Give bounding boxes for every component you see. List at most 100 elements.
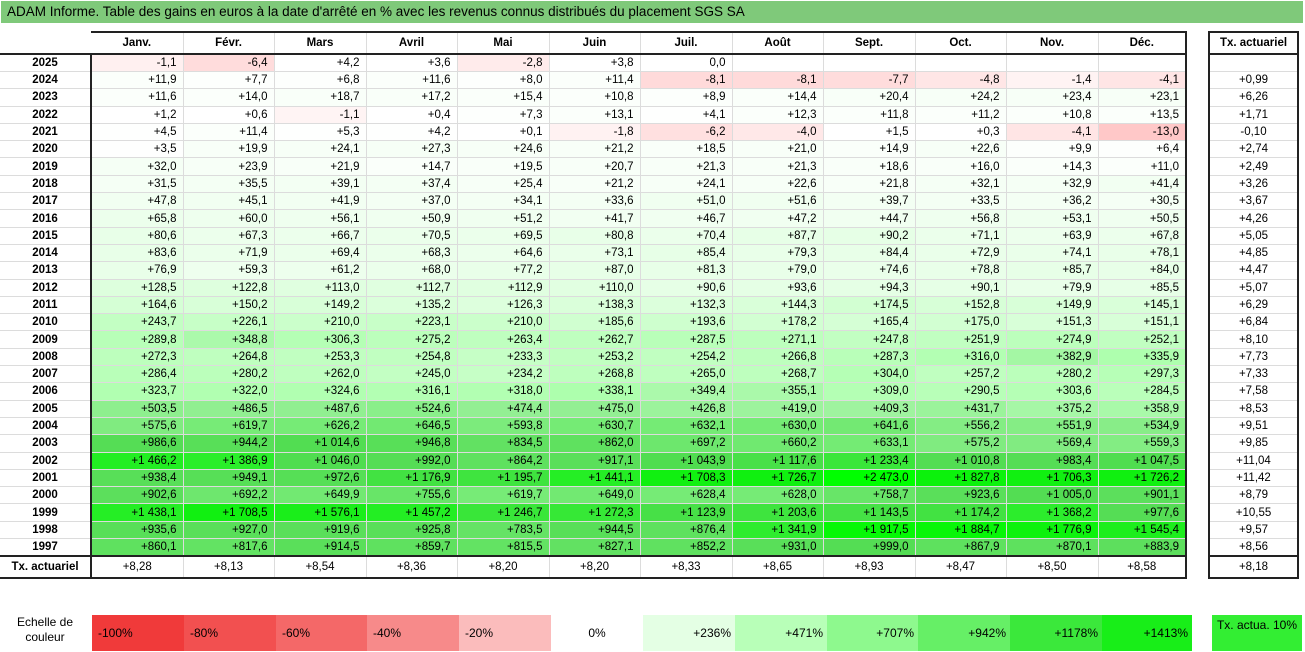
value-cell: +22,6 <box>731 174 824 194</box>
value-cell: +51,6 <box>731 192 824 211</box>
column-gap <box>1186 382 1209 401</box>
value-cell: +65,8 <box>90 209 184 228</box>
legend-swatch: +942% <box>918 615 1010 651</box>
value-cell: +24,6 <box>456 140 550 159</box>
value-cell: +50,9 <box>365 209 458 228</box>
tx-actuariel-cell <box>1208 53 1299 72</box>
legend-swatch: -60% <box>276 615 367 651</box>
value-cell: +1 010,8 <box>914 451 1007 470</box>
value-cell: +20,7 <box>548 157 641 176</box>
value-cell: +862,0 <box>548 434 641 453</box>
value-cell: +11,6 <box>90 88 184 107</box>
tx-actuariel-cell: +8,10 <box>1208 330 1299 349</box>
value-cell: +649,0 <box>548 486 641 505</box>
value-cell: +1 726,7 <box>731 468 824 488</box>
column-gap <box>1186 88 1209 107</box>
value-cell: +5,3 <box>273 122 367 142</box>
value-cell: +534,9 <box>1097 416 1187 436</box>
value-cell: +266,8 <box>731 347 824 367</box>
tx-actuariel-cell: +4,47 <box>1208 261 1299 280</box>
value-cell: +6,8 <box>273 70 367 90</box>
value-cell: +3,8 <box>548 53 641 72</box>
value-cell: +14,7 <box>365 157 458 176</box>
value-cell: +303,6 <box>1005 382 1099 401</box>
tx-actuariel-cell: +7,58 <box>1208 382 1299 401</box>
value-cell: +113,0 <box>273 278 367 297</box>
value-cell: -4,8 <box>914 70 1007 90</box>
value-cell: +31,5 <box>90 174 184 194</box>
value-cell: -8,1 <box>639 70 733 90</box>
value-cell: +21,8 <box>822 174 916 194</box>
value-cell: +79,0 <box>731 261 824 280</box>
column-gap <box>1186 32 1209 54</box>
column-gap <box>1186 123 1209 141</box>
value-cell: +646,5 <box>365 416 458 436</box>
value-cell: +630,0 <box>731 416 824 436</box>
value-cell: +949,1 <box>182 468 275 488</box>
value-cell: +755,6 <box>365 486 458 505</box>
footer-value: +8,50 <box>1005 555 1099 580</box>
column-gap <box>1186 556 1209 579</box>
value-cell: +324,6 <box>273 382 367 401</box>
column-gap <box>1186 140 1209 158</box>
value-cell: +93,6 <box>731 278 824 297</box>
value-cell: +2 473,0 <box>822 468 916 488</box>
value-cell: +144,3 <box>731 295 824 315</box>
value-cell: +297,3 <box>1097 365 1187 384</box>
value-cell: +39,7 <box>822 192 916 211</box>
value-cell: +23,9 <box>182 157 275 176</box>
legend-swatch: +1178% <box>1010 615 1102 651</box>
month-header: Mai <box>457 31 550 55</box>
table-row: 2020 +3,5 +19,9 +24,1 +27,3 +24,6 +21,2 +18,5 +2… <box>0 140 1299 159</box>
value-cell: +51,0 <box>639 192 733 211</box>
value-cell: +16,0 <box>914 157 1007 176</box>
table-row: 2002 +1 466,2 +1 386,9 +1 046,0 +992,0 +864,2… <box>0 451 1299 470</box>
value-cell: +110,0 <box>548 278 641 297</box>
value-cell: +67,8 <box>1097 226 1187 245</box>
table-row: 2009 +289,8 +348,8 +306,3 +275,2 +263,4 +262,7… <box>0 330 1299 349</box>
value-cell: -1,4 <box>1005 70 1099 90</box>
footer-value: +8,13 <box>182 555 275 580</box>
footer-value: +8,54 <box>273 555 367 580</box>
value-cell: +50,5 <box>1097 209 1187 228</box>
column-gap <box>1186 209 1209 228</box>
value-cell: +1 917,5 <box>822 520 916 540</box>
value-cell: +44,7 <box>822 209 916 228</box>
value-cell: +834,5 <box>456 434 550 453</box>
value-cell: +692,2 <box>182 486 275 505</box>
column-gap <box>1186 157 1209 176</box>
footer-label: Tx. actuariel <box>0 555 92 580</box>
column-gap <box>1186 365 1209 383</box>
value-cell: +94,3 <box>822 278 916 297</box>
value-cell: +14,3 <box>1005 157 1099 176</box>
value-cell: +867,9 <box>914 538 1007 557</box>
tx-actuariel-cell: +6,29 <box>1208 295 1299 315</box>
value-cell: +87,7 <box>731 226 824 245</box>
footer-tx: +8,18 <box>1208 555 1299 580</box>
value-cell: +986,6 <box>90 434 184 453</box>
table-row: 2024 +11,9 +7,7 +6,8 +11,6 +8,0 +11,4 -8,1 -8,1-… <box>0 70 1299 90</box>
footer-value: +8,58 <box>1097 555 1187 580</box>
year-label: 1998 <box>0 520 92 540</box>
value-cell: +1 005,0 <box>1005 486 1099 505</box>
value-cell: +11,4 <box>548 70 641 90</box>
value-cell: -7,7 <box>822 70 916 90</box>
tx-actuariel-cell: +9,57 <box>1208 520 1299 540</box>
value-cell: +7,7 <box>182 70 275 90</box>
value-cell: +56,1 <box>273 209 367 228</box>
value-cell: +210,0 <box>456 313 550 332</box>
value-cell: +19,9 <box>182 140 275 159</box>
value-cell: +122,8 <box>182 278 275 297</box>
table-row: 1997 +860,1 +817,6 +914,5 +859,7 +815,5 +827,1… <box>0 538 1299 557</box>
value-cell: +1 386,9 <box>182 451 275 470</box>
table-row: 2022 +1,2 +0,6 -1,1 +0,4 +7,3 +13,1 +4,1 +12,3 +1… <box>0 105 1299 124</box>
value-cell: +11,9 <box>90 70 184 90</box>
value-cell: +487,6 <box>273 399 367 418</box>
value-cell: +8,9 <box>639 88 733 107</box>
value-cell: 0,0 <box>639 53 733 72</box>
value-cell: +1 706,3 <box>1005 468 1099 488</box>
value-cell: +859,7 <box>365 538 458 557</box>
value-cell: +628,4 <box>639 486 733 505</box>
value-cell: +575,6 <box>90 416 184 436</box>
table-row: 2003 +986,6 +944,2 +1 014,6 +946,8 +834,5 +862… <box>0 434 1299 453</box>
